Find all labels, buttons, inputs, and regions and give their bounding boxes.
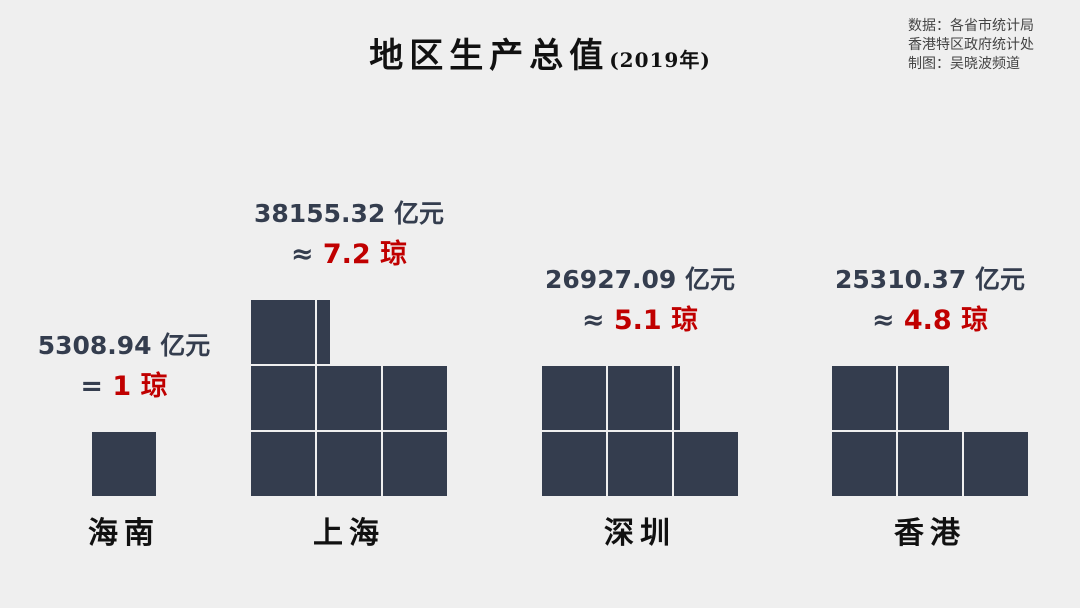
- pictogram-unit-square: [92, 432, 156, 496]
- ratio-label: ≈ 4.8 琼: [780, 298, 1080, 337]
- ratio-value: 1 琼: [112, 371, 168, 402]
- chart-title-year: (2019年): [609, 48, 711, 72]
- city-label: 香港: [894, 516, 966, 551]
- pictogram-unit-square: [542, 366, 606, 430]
- source-line: 香港特区政府统计处: [908, 37, 1034, 53]
- pictogram-unit-square: [542, 432, 606, 496]
- source-note: 数据：各省市统计局 香港特区政府统计处 制图：吴晓波频道: [908, 17, 1034, 74]
- ratio-label: ≈ 7.2 琼: [199, 232, 499, 271]
- pictogram-unit-square: [317, 432, 381, 496]
- source-line: 数据：各省市统计局: [908, 18, 1034, 34]
- chart-title-main: 地区生产总值: [369, 36, 610, 76]
- pictogram-unit-square: [317, 366, 381, 430]
- pictogram-unit-square: [251, 300, 315, 364]
- gdp-value-label: 5308.94 亿元: [37, 331, 211, 360]
- pictogram-unit-square: [317, 300, 330, 364]
- pictogram-unit-square: [832, 432, 896, 496]
- ratio-value: 4.8 琼: [903, 305, 989, 336]
- pictogram-unit-square: [251, 432, 315, 496]
- pictogram-unit-square: [383, 432, 447, 496]
- pictogram-unit-square: [608, 432, 672, 496]
- pictogram-unit-square: [674, 366, 680, 430]
- ratio-symbol: ≈: [871, 305, 904, 336]
- pictogram-unit-square: [674, 432, 738, 496]
- gdp-value-label: 26927.09 亿元: [545, 265, 735, 294]
- city-label: 海南: [88, 516, 160, 551]
- pictogram-unit-square: [608, 366, 672, 430]
- source-line: 制图：吴晓波频道: [908, 56, 1020, 72]
- city-label: 深圳: [604, 516, 676, 551]
- chart-title: 地区生产总值(2019年): [0, 28, 1080, 77]
- ratio-value: 5.1 琼: [613, 305, 699, 336]
- pictogram-unit-square: [383, 366, 447, 430]
- city-label: 上海: [313, 516, 385, 551]
- ratio-symbol: ≈: [581, 305, 614, 336]
- ratio-label: ≈ 5.1 琼: [490, 298, 790, 337]
- pictogram-unit-square: [832, 366, 896, 430]
- pictogram-unit-square: [964, 432, 1028, 496]
- ratio-label: = 1 琼: [0, 364, 274, 403]
- pictogram-unit-square: [251, 366, 315, 430]
- gdp-value-label: 25310.37 亿元: [835, 265, 1025, 294]
- pictogram-unit-square: [898, 366, 949, 430]
- ratio-value: 7.2 琼: [322, 239, 408, 270]
- ratio-symbol: ≈: [290, 239, 323, 270]
- ratio-symbol: =: [80, 371, 113, 402]
- gdp-value-label: 38155.32 亿元: [254, 199, 444, 228]
- pictogram-unit-square: [898, 432, 962, 496]
